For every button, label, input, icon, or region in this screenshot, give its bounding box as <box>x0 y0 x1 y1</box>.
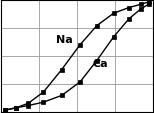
Text: Ca: Ca <box>92 58 108 68</box>
Text: Na: Na <box>56 35 73 45</box>
